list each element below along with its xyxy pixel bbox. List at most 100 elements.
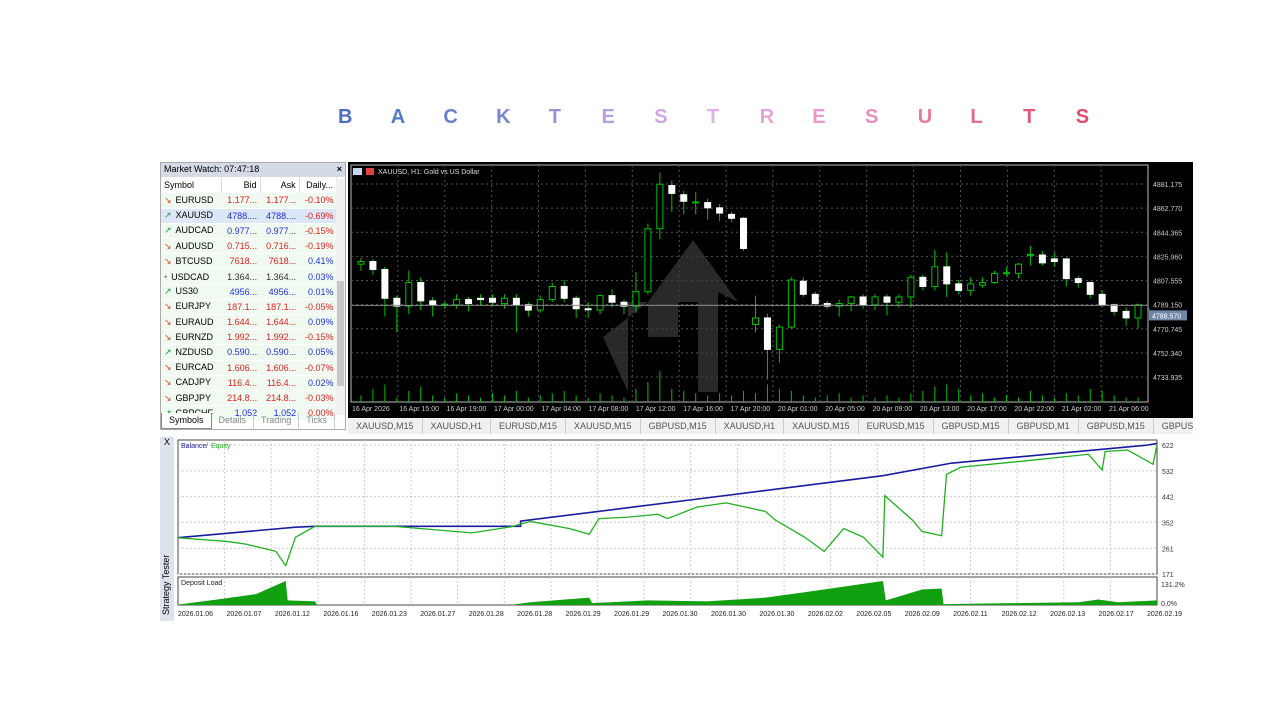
chart-tab[interactable]: XAUUSD,M15 bbox=[784, 418, 859, 434]
daily-cell: 0.05% bbox=[299, 344, 337, 361]
x-tick-label: 2026.02.05 bbox=[856, 611, 891, 618]
trend-down-icon: ↘ bbox=[164, 301, 172, 312]
candle-bull bbox=[632, 291, 640, 307]
x-tick-label: 2026.01.16 bbox=[323, 611, 358, 618]
chart-tab[interactable]: XAUUSD,M15 bbox=[566, 418, 641, 434]
title-letter: K bbox=[496, 106, 511, 128]
title-letter: C bbox=[443, 106, 458, 128]
candle-bear bbox=[1098, 293, 1106, 306]
candle-bull bbox=[991, 272, 999, 284]
balance-line bbox=[177, 442, 1158, 539]
chart-tab[interactable]: EURUSD,M15 bbox=[491, 418, 567, 434]
candle-bear bbox=[1110, 304, 1118, 312]
table-row[interactable]: ↗ NZDUSD 0.590... 0.590... 0.05% bbox=[161, 344, 337, 361]
bid-cell: 1.992... bbox=[221, 329, 261, 346]
table-row[interactable]: ↘ EURAUD 1.644... 1.644... 0.09% bbox=[161, 314, 337, 331]
x-tick-label: 20 Apr 01:00 bbox=[778, 406, 818, 413]
chart-tab[interactable]: GBPUSD,M15 bbox=[1079, 418, 1154, 434]
table-row[interactable]: ↘ GBPJPY 214.8... 214.8... -0.03% bbox=[161, 390, 337, 407]
daily-cell: 0.03% bbox=[299, 268, 337, 285]
tab-symbols[interactable]: Symbols bbox=[161, 413, 212, 429]
table-row[interactable]: ↘ CADJPY 116.4... 116.4... 0.02% bbox=[161, 375, 337, 391]
x-tick-label: 2026.02.09 bbox=[905, 611, 940, 618]
candle-bear bbox=[716, 207, 724, 214]
candle-bull bbox=[847, 296, 855, 305]
candle-bull bbox=[787, 279, 795, 328]
x-tick-label: 20 Apr 13:00 bbox=[920, 406, 960, 413]
ask-cell: 1.177... bbox=[260, 193, 300, 209]
candle-bull bbox=[596, 295, 604, 311]
daily-cell: 0.41% bbox=[299, 253, 337, 270]
trend-down-icon: ↘ bbox=[164, 362, 172, 373]
scrollbar[interactable] bbox=[336, 179, 345, 415]
title-letter: B bbox=[338, 106, 353, 128]
y-tick-label: 622 bbox=[1162, 443, 1174, 450]
close-icon[interactable]: X bbox=[163, 437, 170, 447]
daily-cell: 0.02% bbox=[299, 375, 337, 391]
chart-tab[interactable]: GBPUSD,M15 bbox=[641, 418, 716, 434]
title-letter: T bbox=[548, 106, 562, 128]
daily-cell: -0.03% bbox=[299, 390, 337, 407]
title-letter: S bbox=[654, 106, 668, 128]
tab-trading[interactable]: Trading bbox=[254, 413, 300, 429]
bid-cell: 0.977... bbox=[221, 223, 261, 240]
chart-tab[interactable]: GBPUSD,M1 bbox=[1009, 418, 1079, 434]
table-row[interactable]: ↘ EURCAD 1.606... 1.606... -0.07% bbox=[161, 360, 337, 376]
candle-bull bbox=[775, 326, 783, 350]
col-bid[interactable]: Bid bbox=[221, 177, 261, 193]
table-row[interactable]: ↘ BTCUSD 7618... 7618... 0.41% bbox=[161, 253, 337, 270]
tab-ticks[interactable]: Ticks bbox=[299, 413, 335, 429]
candle-bull bbox=[357, 261, 365, 265]
symbol-cell: ↘ EURJPY bbox=[161, 299, 222, 316]
table-row[interactable]: • USDCAD 1.364... 1.364... 0.03% bbox=[161, 268, 337, 285]
ask-cell: 4956... bbox=[260, 284, 300, 300]
candle-bear bbox=[668, 185, 676, 194]
chart-tab[interactable]: XAUUSD,M15 bbox=[348, 418, 423, 434]
chart-tab[interactable]: GBPUSD,I bbox=[1154, 418, 1193, 434]
chart-tab[interactable]: GBPUSD,M15 bbox=[934, 418, 1009, 434]
x-tick-label: 16 Apr 2026 bbox=[352, 406, 390, 413]
bid-cell: 0.715... bbox=[221, 238, 261, 255]
table-row[interactable]: ↘ AUDUSD 0.715... 0.716... -0.19% bbox=[161, 238, 337, 255]
chart-tab[interactable]: XAUUSD,H1 bbox=[423, 418, 492, 434]
candle-bull bbox=[1014, 263, 1022, 274]
y-tick-label: 4844.365 bbox=[1153, 230, 1182, 237]
chart-tab[interactable]: XAUUSD,H1 bbox=[716, 418, 785, 434]
x-tick-label: 2026.01.28 bbox=[469, 611, 504, 618]
tab-details[interactable]: Details bbox=[212, 413, 255, 429]
trend-down-icon: ↘ bbox=[164, 240, 172, 251]
candle-bull bbox=[835, 303, 843, 307]
market-watch-tabs: Symbols Details Trading Ticks bbox=[161, 413, 335, 429]
equity-frame bbox=[177, 439, 1158, 575]
price-chart[interactable]: 4881.175 4862.770 4844.365 4825.960 4807.555… bbox=[348, 162, 1193, 418]
x-tick-label: 17 Apr 16:00 bbox=[683, 406, 723, 413]
close-icon[interactable]: × bbox=[336, 164, 342, 174]
col-symbol[interactable]: Symbol bbox=[161, 177, 222, 193]
table-row[interactable]: ↘ EURUSD 1.177... 1.177... -0.10% bbox=[161, 193, 337, 209]
col-daily[interactable]: Daily... bbox=[299, 177, 338, 193]
trend-down-icon: ↘ bbox=[164, 194, 172, 205]
y-tick-label: 4825.960 bbox=[1153, 254, 1182, 261]
table-row[interactable]: ↘ EURJPY 187.1... 187.1... -0.05% bbox=[161, 299, 337, 316]
table-row[interactable]: ↗ AUDCAD 0.977... 0.977... -0.15% bbox=[161, 223, 337, 240]
table-row[interactable]: ↗ XAUUSD 4788.... 4788.... -0.69% bbox=[161, 208, 337, 224]
title-letter: R bbox=[759, 106, 775, 128]
scrollbar-thumb[interactable] bbox=[337, 281, 344, 386]
legend-balance: Balance bbox=[181, 443, 206, 450]
candle-bull bbox=[500, 297, 508, 305]
y-tick-label: 131.2% bbox=[1161, 582, 1185, 589]
chart-tab[interactable]: EURUSD,M15 bbox=[859, 418, 934, 434]
col-ask[interactable]: Ask bbox=[260, 177, 300, 193]
table-row[interactable]: ↘ EURNZD 1.992... 1.992... -0.15% bbox=[161, 329, 337, 346]
candle-bear bbox=[859, 296, 867, 306]
y-tick-label: 0.0% bbox=[1161, 601, 1177, 608]
candle-bear bbox=[1122, 310, 1130, 319]
candle-bear bbox=[584, 308, 592, 311]
table-row[interactable]: ↗ US30 4956... 4956... 0.01% bbox=[161, 284, 337, 300]
daily-cell: -0.69% bbox=[299, 208, 337, 224]
symbol-cell: ↘ BTCUSD bbox=[161, 253, 222, 270]
candle-bull bbox=[967, 283, 975, 291]
x-tick-label: 21 Apr 06:00 bbox=[1109, 406, 1149, 413]
bid-cell: 4956... bbox=[221, 284, 261, 300]
bid-cell: 7618... bbox=[221, 253, 261, 270]
